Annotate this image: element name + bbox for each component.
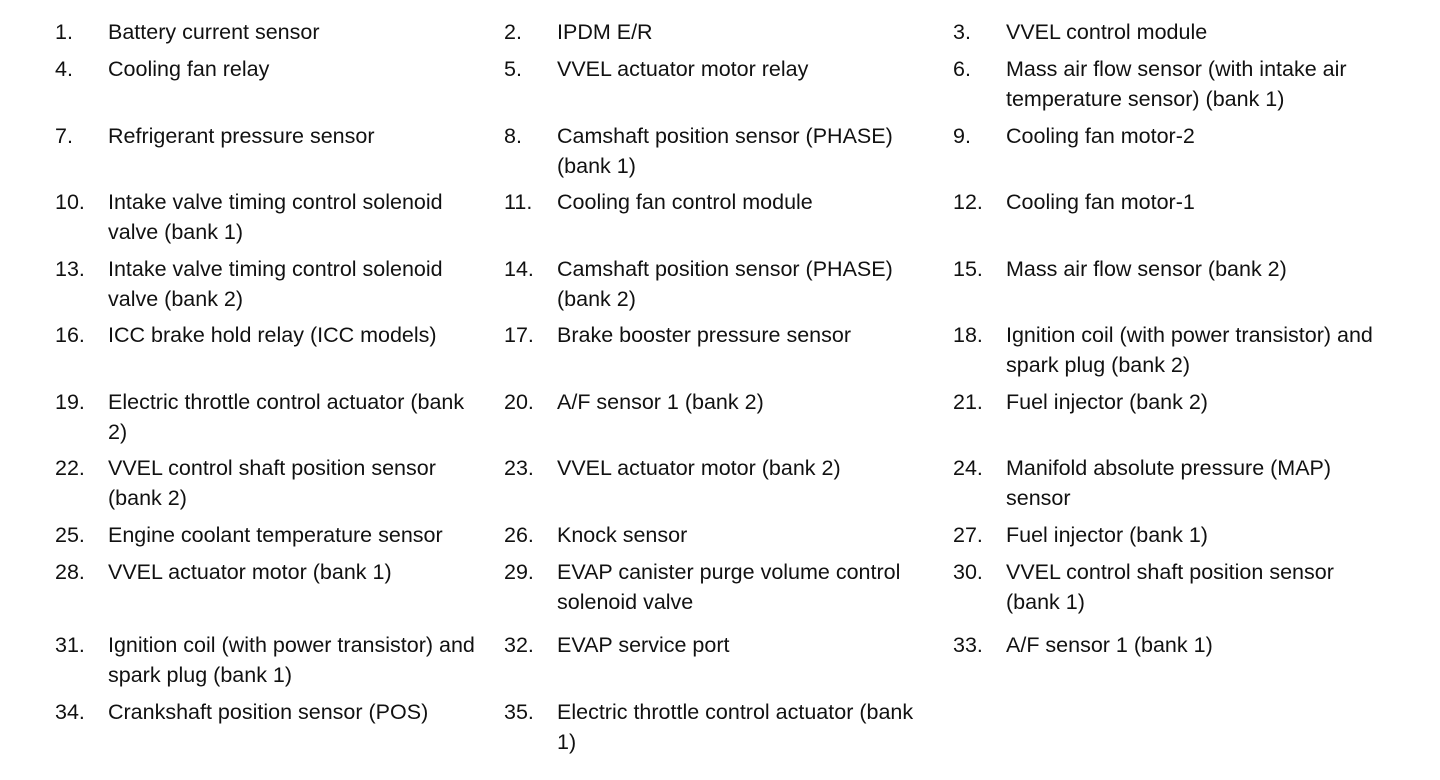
legend-item-number: 27.: [953, 523, 983, 547]
legend-item-label: Mass air flow sensor (bank 2): [1006, 257, 1287, 281]
legend-item-label: Fuel injector (bank 1): [1006, 523, 1208, 547]
legend-item-label: Mass air flow sensor (with intake air te…: [1006, 57, 1347, 111]
legend-item-label: VVEL control shaft position sensor (bank…: [1006, 560, 1334, 614]
legend-item-number: 29.: [504, 560, 534, 584]
legend-item-label: Cooling fan control module: [557, 190, 813, 214]
legend-item-number: 6.: [953, 57, 971, 81]
legend-item-label: Electric throttle control actuator (bank…: [557, 700, 914, 754]
legend-item-number: 34.: [55, 700, 85, 724]
legend-item-number: 1.: [55, 20, 73, 44]
legend-item-number: 35.: [504, 700, 534, 724]
legend-item-number: 30.: [953, 560, 983, 584]
legend-item-number: 31.: [55, 633, 85, 657]
legend-item-number: 24.: [953, 456, 983, 480]
legend-item-label: Ignition coil (with power transistor) an…: [108, 633, 475, 687]
legend-item-label: EVAP service port: [557, 633, 730, 657]
legend-item-label: VVEL control shaft position sensor (bank…: [108, 456, 436, 510]
legend-item-label: VVEL actuator motor relay: [557, 57, 809, 81]
legend-item-label: VVEL actuator motor (bank 2): [557, 456, 841, 480]
legend-item-number: 2.: [504, 20, 522, 44]
legend-item-number: 17.: [504, 323, 534, 347]
legend-item-label: A/F sensor 1 (bank 1): [1006, 633, 1213, 657]
legend-item-label: Electric throttle control actuator (bank…: [108, 390, 465, 444]
legend-item-label: Camshaft position sensor (PHASE) (bank 2…: [557, 257, 893, 311]
legend-item-number: 14.: [504, 257, 534, 281]
legend-item-label: Brake booster pressure sensor: [557, 323, 851, 347]
legend-item-label: Intake valve timing control solenoid val…: [108, 190, 443, 244]
legend-item-label: ICC brake hold relay (ICC models): [108, 323, 437, 347]
legend-item-label: Camshaft position sensor (PHASE) (bank 1…: [557, 124, 893, 178]
legend-item-label: Intake valve timing control solenoid val…: [108, 257, 443, 311]
legend-item-number: 28.: [55, 560, 85, 584]
legend-item-number: 33.: [953, 633, 983, 657]
legend-item-number: 8.: [504, 124, 522, 148]
legend-item-number: 21.: [953, 390, 983, 414]
legend-item-label: VVEL actuator motor (bank 1): [108, 560, 392, 584]
legend-item-label: Knock sensor: [557, 523, 688, 547]
legend-item-number: 5.: [504, 57, 522, 81]
legend-item-label: IPDM E/R: [557, 20, 653, 44]
legend-item-number: 22.: [55, 456, 85, 480]
legend-item-label: Cooling fan motor-1: [1006, 190, 1195, 214]
legend-item-label: Manifold absolute pressure (MAP) sensor: [1006, 456, 1332, 510]
legend-item-label: Ignition coil (with power transistor) an…: [1006, 323, 1373, 377]
legend-item-label: Cooling fan motor-2: [1006, 124, 1195, 148]
legend-item-number: 10.: [55, 190, 85, 214]
legend-item-number: 16.: [55, 323, 85, 347]
legend-item-label: Battery current sensor: [108, 20, 320, 44]
legend-item-label: Engine coolant temperature sensor: [108, 523, 443, 547]
legend-item-number: 25.: [55, 523, 85, 547]
legend-item-label: Refrigerant pressure sensor: [108, 124, 375, 148]
legend-item-label: VVEL control module: [1006, 20, 1208, 44]
legend-item-number: 26.: [504, 523, 534, 547]
legend-item-label: Crankshaft position sensor (POS): [108, 700, 429, 724]
legend-item-number: 9.: [953, 124, 971, 148]
legend-item-label: EVAP canister purge volume control solen…: [557, 560, 901, 614]
legend-item-number: 15.: [953, 257, 983, 281]
legend-item-number: 18.: [953, 323, 983, 347]
legend-item-number: 13.: [55, 257, 85, 281]
legend-item-number: 19.: [55, 390, 85, 414]
legend-item-label: A/F sensor 1 (bank 2): [557, 390, 764, 414]
legend-item-number: 20.: [504, 390, 534, 414]
legend-item-number: 3.: [953, 20, 971, 44]
legend-item-number: 4.: [55, 57, 73, 81]
legend-item-label: Cooling fan relay: [108, 57, 270, 81]
legend-item-number: 12.: [953, 190, 983, 214]
legend-item-number: 23.: [504, 456, 534, 480]
legend-item-number: 11.: [504, 190, 533, 214]
legend-item-label: Fuel injector (bank 2): [1006, 390, 1208, 414]
legend-item-number: 32.: [504, 633, 534, 657]
legend-item-number: 7.: [55, 124, 73, 148]
